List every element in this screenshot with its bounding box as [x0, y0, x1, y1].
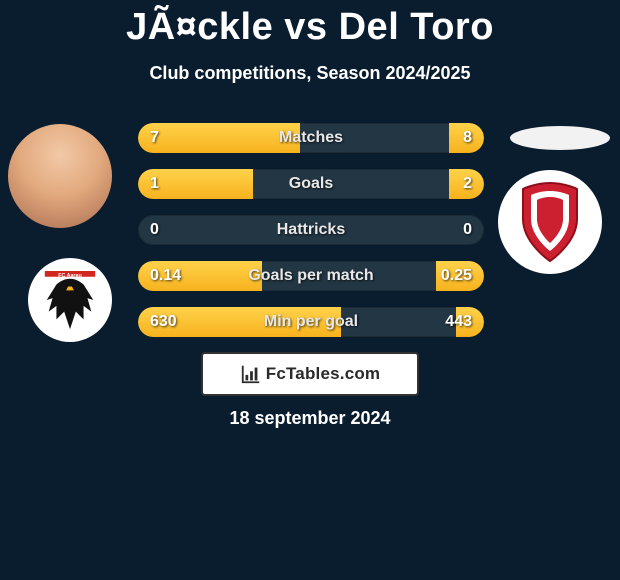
brand-badge[interactable]: FcTables.com — [201, 352, 419, 396]
stat-label: Goals — [138, 169, 484, 199]
shield-icon — [515, 181, 585, 263]
eagle-icon: FC Aarau — [39, 269, 101, 331]
stat-row: 630 Min per goal 443 — [138, 307, 484, 337]
stat-label: Goals per match — [138, 261, 484, 291]
svg-text:FC Aarau: FC Aarau — [58, 273, 81, 279]
brand-label: FcTables.com — [266, 364, 381, 384]
stat-right-value: 0.25 — [441, 261, 472, 291]
stat-label: Hattricks — [138, 215, 484, 245]
stat-row: 1 Goals 2 — [138, 169, 484, 199]
date-label: 18 september 2024 — [0, 408, 620, 429]
page-title: JÃ¤ckle vs Del Toro — [0, 0, 620, 49]
stat-label: Matches — [138, 123, 484, 153]
stat-right-value: 0 — [463, 215, 472, 245]
page-subtitle: Club competitions, Season 2024/2025 — [0, 63, 620, 84]
player-right-avatar — [510, 126, 610, 150]
club-left-logo: FC Aarau — [28, 258, 112, 342]
stat-right-value: 443 — [445, 307, 472, 337]
stats-container: 7 Matches 8 1 Goals 2 0 Hattricks 0 0.14… — [138, 123, 484, 353]
stat-row: 0.14 Goals per match 0.25 — [138, 261, 484, 291]
bar-chart-icon — [240, 363, 262, 385]
stat-row: 7 Matches 8 — [138, 123, 484, 153]
stat-right-value: 2 — [463, 169, 472, 199]
stat-label: Min per goal — [138, 307, 484, 337]
stat-row: 0 Hattricks 0 — [138, 215, 484, 245]
stat-right-value: 8 — [463, 123, 472, 153]
player-left-avatar — [8, 124, 112, 228]
club-right-logo — [498, 170, 602, 274]
